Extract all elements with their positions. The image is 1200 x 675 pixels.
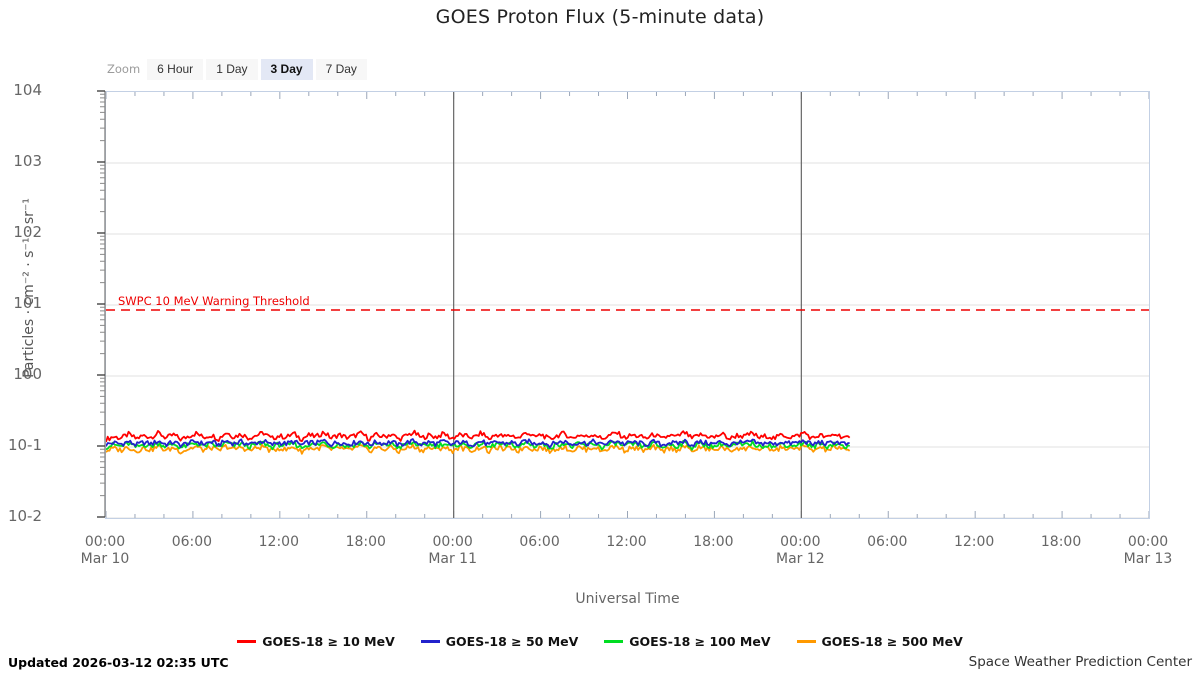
zoom-label: Zoom bbox=[107, 62, 141, 76]
legend-label-100-mev: GOES-18 ≥ 100 MeV bbox=[629, 634, 771, 649]
x-tick-time: 12:00 bbox=[953, 534, 995, 550]
legend-label-50-mev: GOES-18 ≥ 50 MeV bbox=[445, 634, 579, 649]
source-attribution: Space Weather Prediction Center bbox=[968, 654, 1192, 670]
y-axis-tick-label: 101 bbox=[13, 294, 42, 312]
x-axis-tick-label: 00:00 Mar 12 bbox=[740, 534, 860, 568]
chart-canvas bbox=[106, 92, 1149, 518]
x-tick-time: 00:00 bbox=[1127, 534, 1169, 550]
page-title: GOES Proton Flux (5-minute data) bbox=[435, 6, 765, 28]
x-tick-time: 18:00 bbox=[1040, 534, 1082, 550]
series-line bbox=[106, 443, 851, 455]
legend-swatch-10-mev bbox=[237, 640, 257, 643]
y-axis-tick-label: 10-2 bbox=[7, 507, 42, 525]
warning-threshold-label: SWPC 10 MeV Warning Threshold bbox=[118, 294, 310, 308]
legend-swatch-50-mev bbox=[420, 640, 440, 643]
x-tick-time: 06:00 bbox=[519, 534, 560, 550]
x-tick-time: 06:00 bbox=[171, 534, 213, 550]
x-axis-tick-label: 06:00 bbox=[480, 534, 600, 551]
x-tick-date: Mar 12 bbox=[775, 551, 825, 567]
last-updated-text: Updated 2026-03-12 02:35 UTC bbox=[8, 655, 229, 670]
series-line bbox=[106, 429, 851, 443]
x-axis-tick-label: 06:00 bbox=[827, 534, 947, 551]
x-axis-tick-label: 18:00 bbox=[1001, 534, 1121, 551]
x-tick-date: Mar 13 bbox=[1123, 551, 1173, 567]
x-axis-title: Universal Time bbox=[575, 591, 680, 607]
legend-item-50-mev[interactable]: GOES-18 ≥ 50 MeV bbox=[420, 634, 579, 649]
x-axis-tick-label: 00:00 Mar 11 bbox=[393, 534, 513, 568]
zoom-range-selector: Zoom 6 Hour 1 Day 3 Day 7 Day bbox=[107, 58, 370, 80]
legend-item-10-mev[interactable]: GOES-18 ≥ 10 MeV bbox=[237, 634, 395, 649]
zoom-button-6-hour[interactable]: 6 Hour bbox=[147, 58, 204, 80]
x-axis-tick-label: 00:00 Mar 10 bbox=[45, 534, 165, 568]
chart-legend: GOES-18 ≥ 10 MeV GOES-18 ≥ 50 MeV GOES-1… bbox=[0, 634, 1200, 649]
x-axis-tick-label: 12:00 bbox=[567, 534, 687, 551]
x-tick-time: 12:00 bbox=[258, 534, 299, 550]
y-axis-tick-label: 103 bbox=[13, 152, 42, 170]
y-axis-tick-label: 102 bbox=[13, 223, 42, 241]
zoom-button-1-day[interactable]: 1 Day bbox=[206, 58, 258, 80]
y-axis-spine bbox=[97, 90, 106, 518]
series-line bbox=[106, 438, 850, 449]
legend-label-10-mev: GOES-18 ≥ 10 MeV bbox=[262, 634, 395, 649]
x-tick-time: 18:00 bbox=[345, 534, 386, 550]
bottom-axis-ticks bbox=[106, 511, 1149, 518]
legend-swatch-100-mev bbox=[604, 640, 624, 643]
legend-item-500-mev[interactable]: GOES-18 ≥ 500 MeV bbox=[796, 634, 963, 649]
chart-plot-area[interactable] bbox=[105, 91, 1150, 519]
legend-label-500-mev: GOES-18 ≥ 500 MeV bbox=[821, 634, 963, 649]
x-tick-date: Mar 11 bbox=[428, 551, 477, 567]
y-axis-tick-label: 104 bbox=[13, 81, 42, 99]
x-axis-tick-label: 12:00 bbox=[219, 534, 339, 551]
y-axis-tick-label: 10-1 bbox=[7, 436, 42, 454]
x-axis-tick-label: 18:00 bbox=[653, 534, 773, 551]
horizontal-gridlines bbox=[106, 162, 1149, 518]
x-tick-time: 06:00 bbox=[867, 534, 908, 550]
zoom-button-3-day[interactable]: 3 Day bbox=[260, 58, 313, 80]
x-tick-time: 12:00 bbox=[606, 534, 647, 550]
y-axis-tick-label: 100 bbox=[13, 365, 42, 383]
x-axis-tick-label: 00:00 Mar 13 bbox=[1088, 534, 1200, 568]
zoom-button-7-day[interactable]: 7 Day bbox=[315, 58, 367, 80]
x-tick-time: 00:00 bbox=[84, 534, 126, 550]
legend-item-100-mev[interactable]: GOES-18 ≥ 100 MeV bbox=[604, 634, 771, 649]
x-tick-date: Mar 10 bbox=[80, 551, 130, 567]
x-tick-time: 18:00 bbox=[693, 534, 734, 550]
flux-series-lines bbox=[106, 429, 851, 455]
x-tick-time: 00:00 bbox=[432, 534, 473, 550]
x-tick-time: 00:00 bbox=[780, 534, 821, 550]
x-axis-tick-label: 12:00 bbox=[914, 534, 1034, 551]
x-axis-tick-label: 18:00 bbox=[306, 534, 426, 551]
top-axis-ticks bbox=[106, 92, 1149, 99]
x-axis-tick-label: 06:00 bbox=[132, 534, 252, 551]
legend-swatch-500-mev bbox=[796, 640, 816, 643]
